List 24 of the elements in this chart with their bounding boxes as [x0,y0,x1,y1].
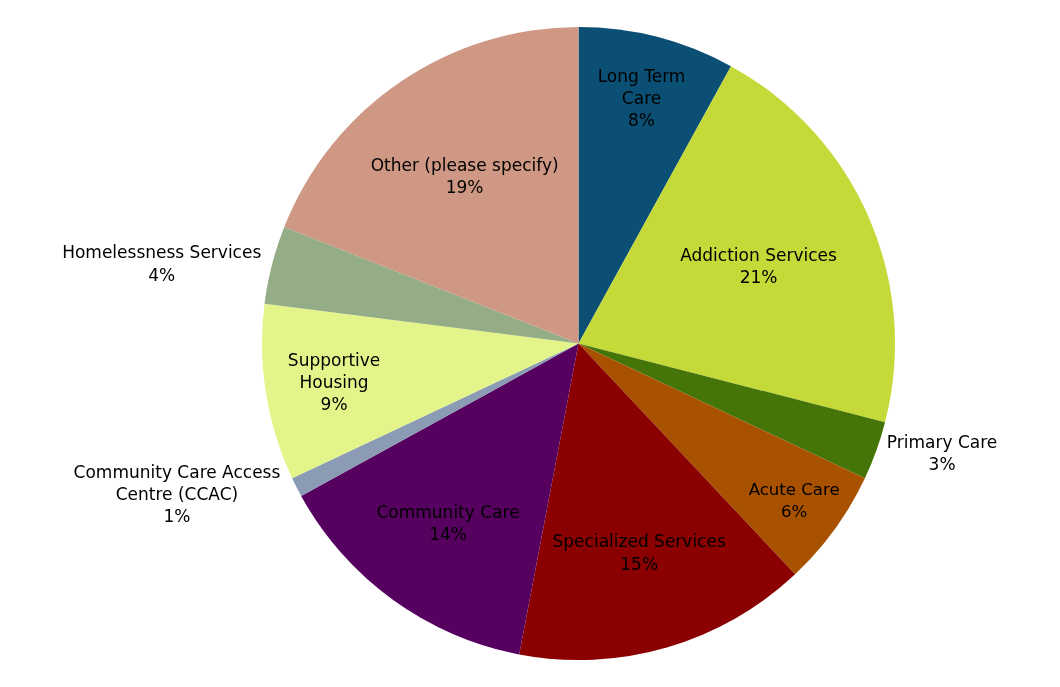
data-label: 9% [320,394,348,415]
slice-label: Community Care [376,502,520,523]
pie-slice [578,343,886,479]
data-label: 21% [739,266,778,287]
data-label: 19% [445,176,484,197]
data-label: 3% [928,454,956,475]
slice-label: Long Term Care [597,65,686,108]
slice-label: Addiction Services [680,244,837,265]
data-label: 14% [429,524,467,545]
slice-label: Primary Care [886,432,998,453]
slice-label: Acute Care [748,480,840,500]
pie-slice [578,66,895,423]
slice-label: Community Care Access Centre (CCAC) [73,461,281,504]
slice-label: Other (please specify) [370,154,559,175]
data-label: 4% [148,264,176,285]
data-label: 1% [163,505,191,526]
data-label: 6% [780,501,808,521]
slice-label: Specialized Services [552,531,726,552]
pie-slice [264,226,579,344]
slice-label: Supportive Housing [287,350,381,393]
pie-slice [284,27,579,344]
data-label: 8% [628,110,656,131]
slice-label: Homelessness Services [62,242,262,263]
data-label: 15% [620,553,659,574]
